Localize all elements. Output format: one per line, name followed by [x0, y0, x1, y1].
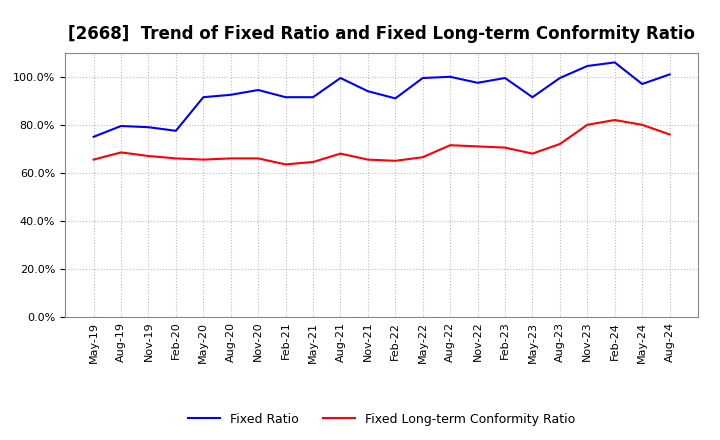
Line: Fixed Ratio: Fixed Ratio — [94, 62, 670, 137]
Title: [2668]  Trend of Fixed Ratio and Fixed Long-term Conformity Ratio: [2668] Trend of Fixed Ratio and Fixed Lo… — [68, 25, 695, 43]
Fixed Ratio — [226, 92, 235, 97]
Line: Fixed Long-term Conformity Ratio: Fixed Long-term Conformity Ratio — [94, 120, 670, 165]
Fixed Ratio — [254, 88, 263, 93]
Fixed Long-term Conformity Ratio — [446, 143, 454, 148]
Fixed Ratio — [556, 75, 564, 81]
Fixed Long-term Conformity Ratio — [583, 122, 592, 128]
Fixed Long-term Conformity Ratio — [665, 132, 674, 137]
Legend: Fixed Ratio, Fixed Long-term Conformity Ratio: Fixed Ratio, Fixed Long-term Conformity … — [184, 407, 580, 430]
Fixed Long-term Conformity Ratio — [500, 145, 509, 150]
Fixed Long-term Conformity Ratio — [226, 156, 235, 161]
Fixed Ratio — [583, 63, 592, 69]
Fixed Ratio — [117, 123, 125, 128]
Fixed Ratio — [309, 95, 318, 100]
Fixed Ratio — [665, 72, 674, 77]
Fixed Ratio — [364, 88, 372, 94]
Fixed Long-term Conformity Ratio — [117, 150, 125, 155]
Fixed Long-term Conformity Ratio — [473, 144, 482, 149]
Fixed Ratio — [144, 125, 153, 130]
Fixed Long-term Conformity Ratio — [638, 122, 647, 128]
Fixed Ratio — [336, 75, 345, 81]
Fixed Long-term Conformity Ratio — [144, 154, 153, 159]
Fixed Long-term Conformity Ratio — [309, 159, 318, 165]
Fixed Ratio — [446, 74, 454, 80]
Fixed Ratio — [611, 60, 619, 65]
Fixed Long-term Conformity Ratio — [254, 156, 263, 161]
Fixed Ratio — [391, 96, 400, 101]
Fixed Long-term Conformity Ratio — [171, 156, 180, 161]
Fixed Long-term Conformity Ratio — [364, 157, 372, 162]
Fixed Ratio — [282, 95, 290, 100]
Fixed Ratio — [199, 95, 207, 100]
Fixed Ratio — [528, 95, 537, 100]
Fixed Long-term Conformity Ratio — [556, 141, 564, 147]
Fixed Ratio — [473, 80, 482, 85]
Fixed Ratio — [500, 75, 509, 81]
Fixed Long-term Conformity Ratio — [336, 151, 345, 156]
Fixed Long-term Conformity Ratio — [418, 154, 427, 160]
Fixed Ratio — [171, 128, 180, 133]
Fixed Ratio — [418, 75, 427, 81]
Fixed Long-term Conformity Ratio — [611, 117, 619, 123]
Fixed Long-term Conformity Ratio — [282, 162, 290, 167]
Fixed Long-term Conformity Ratio — [89, 157, 98, 162]
Fixed Ratio — [89, 134, 98, 139]
Fixed Long-term Conformity Ratio — [199, 157, 207, 162]
Fixed Ratio — [638, 81, 647, 87]
Fixed Long-term Conformity Ratio — [391, 158, 400, 163]
Fixed Long-term Conformity Ratio — [528, 151, 537, 156]
